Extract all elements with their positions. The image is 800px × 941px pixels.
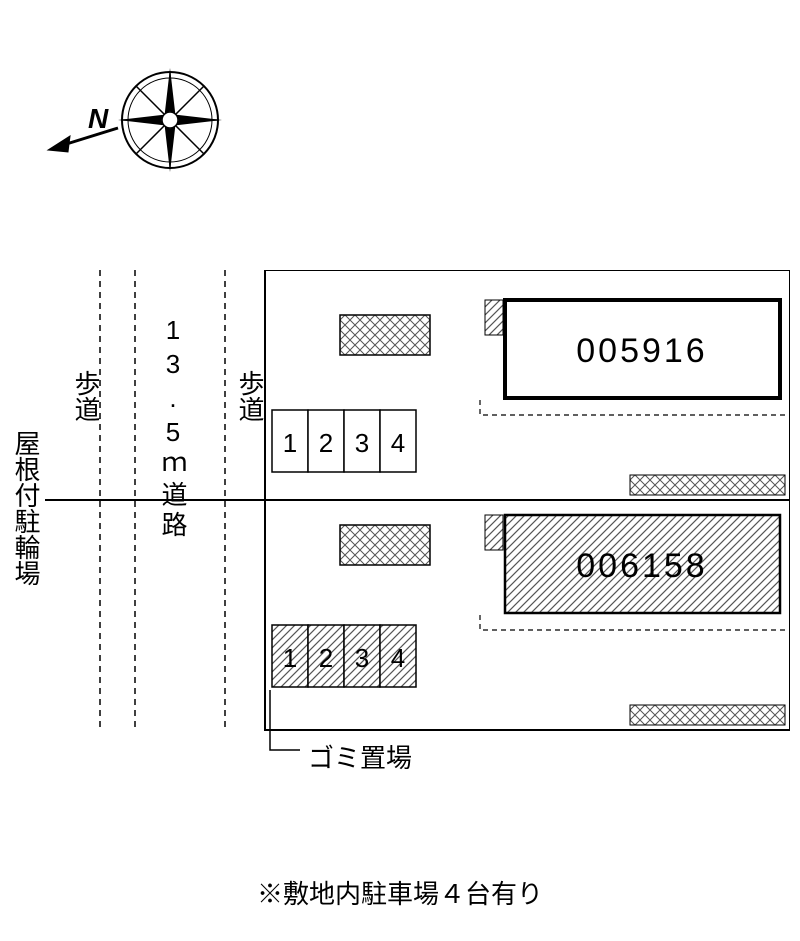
sidewalk-left-label: 歩道 xyxy=(68,370,105,422)
garbage-label: ゴミ置場 xyxy=(308,738,412,775)
compass-rose: N xyxy=(40,50,240,190)
footer-note: ※敷地内駐車場４台有り xyxy=(0,874,800,911)
svg-text:1: 1 xyxy=(283,428,297,458)
road-label: 13.5ｍ道路 xyxy=(155,315,192,541)
parking-bottom: 1 2 3 4 xyxy=(272,625,416,687)
site-plan: 005916 1 2 3 4 006158 1 xyxy=(10,270,790,810)
svg-text:4: 4 xyxy=(391,428,405,458)
svg-text:2: 2 xyxy=(319,643,333,673)
svg-text:3: 3 xyxy=(355,643,369,673)
north-label: N xyxy=(88,103,109,134)
building-bottom-number: 006158 xyxy=(576,547,707,585)
svg-text:1: 1 xyxy=(283,643,297,673)
svg-text:2: 2 xyxy=(319,428,333,458)
building-top-number: 005916 xyxy=(576,332,707,370)
svg-text:4: 4 xyxy=(391,643,405,673)
svg-text:3: 3 xyxy=(355,428,369,458)
sidewalk-right-label: 歩道 xyxy=(232,370,269,422)
parking-top: 1 2 3 4 xyxy=(272,410,416,472)
